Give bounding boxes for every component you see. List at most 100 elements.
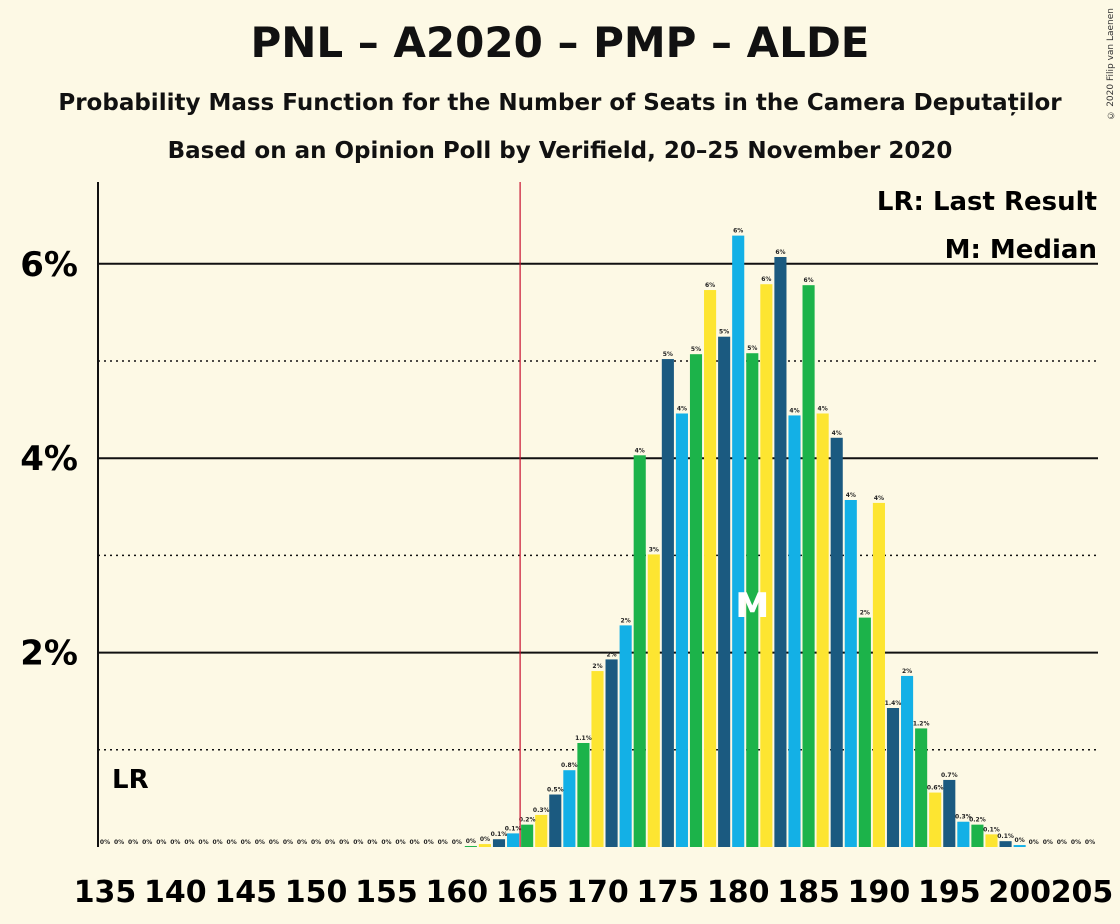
bar-value-label: 0.1% bbox=[491, 831, 508, 838]
x-tick-label: 175 bbox=[637, 875, 700, 910]
bar bbox=[816, 413, 829, 847]
bar-value-label: 0% bbox=[255, 839, 265, 846]
bar-value-label: 0% bbox=[269, 839, 279, 846]
bar-value-label: 4% bbox=[789, 407, 799, 414]
bar-value-label: 4% bbox=[635, 447, 645, 454]
bar bbox=[760, 284, 773, 847]
bar-value-label: 2% bbox=[621, 617, 631, 624]
bar-value-label: 0.7% bbox=[941, 772, 958, 779]
bar-value-label: 0% bbox=[142, 839, 152, 846]
bar-value-label: 0.2% bbox=[519, 817, 536, 824]
bar-value-label: 6% bbox=[775, 249, 785, 256]
bar-value-label: 1.2% bbox=[913, 720, 930, 727]
y-tick-label: 2% bbox=[20, 634, 78, 674]
bar bbox=[957, 821, 970, 847]
bar bbox=[746, 353, 759, 847]
bar bbox=[915, 728, 928, 847]
bar-value-label: 4% bbox=[846, 492, 856, 499]
bar-value-label: 0% bbox=[381, 839, 391, 846]
x-tick-label: 185 bbox=[777, 875, 840, 910]
bar bbox=[577, 742, 590, 847]
bar bbox=[788, 415, 801, 847]
bar-value-labels: 0% 0% 0% 0% 0% 0% 0% 0% 0% 0% 0% 0% 0% 0% 0% 0% 0% 0% 0% 0%… bbox=[100, 228, 1095, 846]
bar-value-label: 0.3% bbox=[533, 807, 550, 814]
bar-value-label: 0% bbox=[395, 839, 405, 846]
bar bbox=[844, 499, 857, 847]
bar-value-label: 0% bbox=[1029, 839, 1039, 846]
median-marker: M bbox=[735, 586, 769, 626]
bar-value-label: 0% bbox=[466, 838, 476, 845]
bar-value-label: 0% bbox=[311, 839, 321, 846]
bar bbox=[732, 235, 745, 847]
bar-value-label: 0% bbox=[452, 839, 462, 846]
bar-value-label: 0% bbox=[212, 839, 222, 846]
bar bbox=[858, 617, 871, 847]
x-tick-label: 200 bbox=[988, 875, 1051, 910]
bar-value-label: 0.6% bbox=[927, 785, 944, 792]
bar-value-label: 0% bbox=[1043, 839, 1053, 846]
x-tick-label: 140 bbox=[144, 875, 207, 910]
bar-value-label: 0% bbox=[100, 839, 110, 846]
bar bbox=[647, 554, 660, 847]
bar-value-label: 4% bbox=[832, 430, 842, 437]
bar-value-label: 0% bbox=[1071, 839, 1081, 846]
bar bbox=[619, 625, 632, 847]
x-tick-label: 205 bbox=[1051, 875, 1114, 910]
bar-value-label: 6% bbox=[705, 282, 715, 289]
legend-median: M: Median bbox=[945, 235, 1097, 265]
bar-value-label: 1.1% bbox=[575, 735, 592, 742]
bar bbox=[999, 841, 1012, 847]
bar-value-label: 0% bbox=[114, 839, 124, 846]
x-tick-label: 195 bbox=[918, 875, 981, 910]
bar bbox=[704, 290, 717, 847]
x-tick-label: 165 bbox=[496, 875, 559, 910]
bar bbox=[774, 256, 787, 848]
bar bbox=[591, 671, 604, 847]
bar-value-label: 4% bbox=[677, 405, 687, 412]
bar bbox=[886, 708, 900, 847]
chart-subtitle: Probability Mass Function for the Number… bbox=[58, 90, 1062, 116]
bar-value-label: 3% bbox=[649, 546, 659, 553]
bar bbox=[971, 824, 984, 847]
bar bbox=[985, 834, 998, 847]
bar bbox=[661, 359, 674, 847]
bar bbox=[943, 779, 956, 847]
bar bbox=[929, 792, 942, 847]
bar bbox=[521, 824, 534, 847]
bar-value-label: 0% bbox=[1085, 839, 1095, 846]
y-tick-label: 4% bbox=[20, 439, 78, 479]
bar-value-label: 0.1% bbox=[983, 826, 1000, 833]
bar bbox=[535, 814, 548, 847]
bar bbox=[563, 770, 576, 847]
bar-value-label: 0% bbox=[128, 839, 138, 846]
bar-value-label: 6% bbox=[761, 276, 771, 283]
bar-value-label: 4% bbox=[818, 405, 828, 412]
x-tick-label: 190 bbox=[848, 875, 911, 910]
x-tick-label: 135 bbox=[74, 875, 137, 910]
bar-value-label: 0% bbox=[283, 839, 293, 846]
bar bbox=[718, 336, 731, 847]
bar-value-label: 0% bbox=[438, 839, 448, 846]
bar-value-label: 0% bbox=[480, 836, 490, 843]
bar-value-label: 4% bbox=[874, 495, 884, 502]
x-tick-label: 155 bbox=[355, 875, 418, 910]
chart-source: Based on an Opinion Poll by Verifield, 2… bbox=[167, 138, 953, 164]
bar-value-label: 0% bbox=[353, 839, 363, 846]
bar-value-label: 6% bbox=[803, 277, 813, 284]
bar-value-label: 0.3% bbox=[955, 814, 972, 821]
bar-value-label: 0.1% bbox=[997, 833, 1014, 840]
bars bbox=[464, 235, 1026, 848]
bar-value-label: 1.4% bbox=[885, 700, 902, 707]
bar-value-label: 2% bbox=[592, 663, 602, 670]
x-tick-label: 160 bbox=[425, 875, 488, 910]
bar bbox=[675, 413, 688, 847]
bar-value-label: 0.2% bbox=[969, 817, 986, 824]
x-tick-label: 180 bbox=[707, 875, 770, 910]
bar bbox=[901, 675, 914, 847]
bar-value-label: 0% bbox=[297, 839, 307, 846]
bar-value-label: 2% bbox=[606, 651, 616, 658]
bar bbox=[549, 794, 562, 847]
bar-value-label: 0% bbox=[170, 839, 180, 846]
